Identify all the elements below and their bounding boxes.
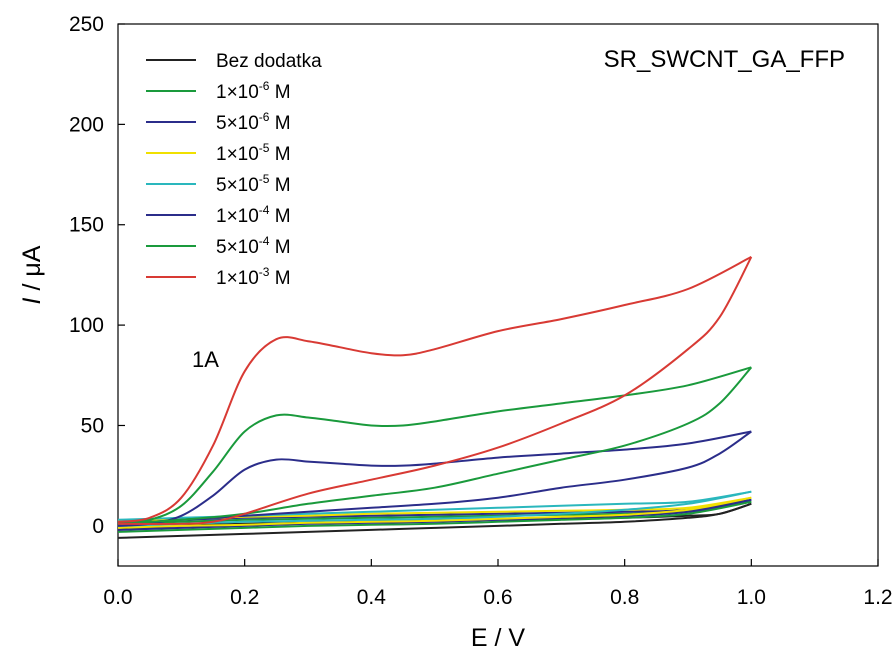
series-line-forward: [117, 496, 752, 529]
legend-label: 1×10-4 M: [216, 203, 291, 227]
y-tick-label: 100: [69, 314, 104, 337]
plot-frame: [117, 23, 879, 567]
y-tick-label: 0: [92, 515, 104, 538]
legend-item: 1×10-3 M: [146, 265, 291, 289]
plot-series: [117, 256, 753, 539]
series-line-forward: [117, 366, 752, 525]
y-axis-title: I / μA: [18, 245, 46, 304]
legend-item: 5×10-4 M: [146, 234, 291, 258]
x-tick-label: 0.4: [357, 586, 387, 609]
y-tick-label: 150: [69, 214, 104, 237]
legend-label: 5×10-6 M: [216, 110, 291, 134]
legend-label: 1×10-6 M: [216, 79, 291, 103]
legend-item: 5×10-6 M: [146, 110, 291, 134]
legend-label: 5×10-4 M: [216, 234, 291, 258]
legend-label: 1×10-5 M: [216, 141, 291, 165]
y-tick-label: 200: [69, 113, 104, 136]
legend: Bez dodatka 1×10-6 M 5×10-6 M 1×10-5 M 5×10-…: [146, 51, 322, 289]
series-line-reverse: [117, 430, 752, 525]
series-line-reverse: [117, 256, 753, 525]
legend-label: 1×10-3 M: [216, 265, 291, 289]
x-axis-title: E / V: [471, 624, 526, 652]
legend-item: 5×10-5 M: [146, 172, 291, 196]
legend-label: Bez dodatka: [216, 51, 322, 72]
annotation-peak-label: 1A: [192, 347, 219, 372]
legend-item: 1×10-4 M: [146, 203, 291, 227]
y-tick-label: 250: [69, 13, 104, 36]
legend-item: 1×10-5 M: [146, 141, 291, 165]
legend-item: Bez dodatka: [146, 51, 322, 72]
x-tick-label: 0.6: [483, 586, 512, 609]
legend-label: 5×10-5 M: [216, 172, 291, 196]
x-tick-label: 0.8: [610, 586, 639, 609]
series-line-forward: [117, 502, 752, 539]
legend-item: 1×10-6 M: [146, 79, 291, 103]
x-tick-label: 1.0: [737, 586, 766, 609]
x-tick-label: 1.2: [863, 586, 892, 609]
x-tick-label: 0.0: [103, 586, 132, 609]
x-tick-label: 0.2: [230, 586, 259, 609]
series-line-forward: [117, 500, 752, 533]
series-line-forward: [117, 256, 752, 523]
annotation-sample-name: SR_SWCNT_GA_FFP: [604, 46, 845, 73]
series-8: [117, 256, 753, 525]
y-tick-label: 50: [81, 414, 104, 437]
series-line-forward: [117, 490, 752, 527]
y-axis-title-unit: / μA: [18, 245, 46, 297]
axes: 0.0 0.2 0.4 0.6 0.8 1.0 1.2 0 50 100 150 200 250: [69, 13, 893, 609]
y-axis-title-symbol: I: [18, 297, 46, 304]
